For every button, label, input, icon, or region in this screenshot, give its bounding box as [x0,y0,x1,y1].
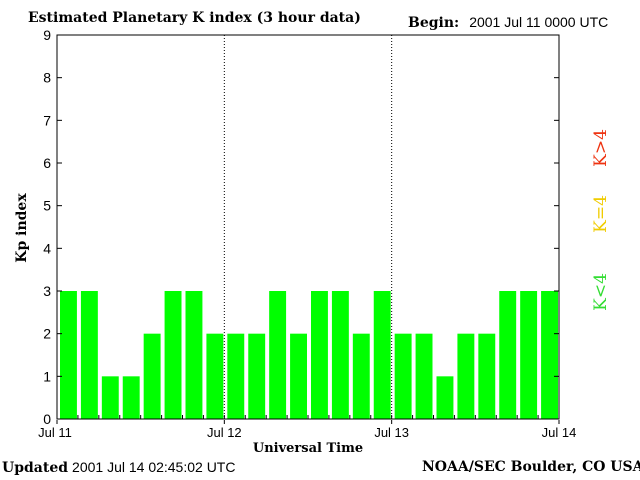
y-axis-label: Kp index [14,193,30,263]
kp-bar [436,376,454,419]
y-tick-label: 7 [43,112,51,128]
y-tick-label: 3 [43,283,51,299]
legend: K<4 K=4 K>4 [591,129,611,311]
kp-bar [520,291,538,419]
kp-bar [457,333,475,419]
kp-bar [478,333,496,419]
begin-value: 2001 Jul 11 0000 UTC [469,14,609,30]
kp-bar [311,291,328,419]
kp-bar [164,291,182,419]
begin-label: Begin: [408,15,460,31]
kp-bar [248,333,266,419]
kp-bar [394,333,412,419]
y-tick-label: 1 [43,368,51,384]
kp-bar [101,376,119,419]
kp-bar [373,291,391,419]
kp-bar [269,291,287,419]
ticks-layer [56,34,560,424]
y-tick-label: 4 [43,240,51,256]
footer-updated: Updated 2001 Jul 14 02:45:02 UTC [2,459,235,476]
bars-layer [60,291,558,419]
x-tick-labels: Jul 11 Jul 12 Jul 13 Jul 14 [38,425,576,440]
x-tick-label: Jul 13 [374,425,409,440]
kp-bar [227,333,245,419]
x-axis-label: Universal Time [253,441,363,456]
footer-updated-label: Updated [2,460,69,476]
chart-title: Estimated Planetary K index (3 hour data… [28,10,361,26]
y-tick-label: 8 [43,70,51,86]
kp-bar [290,333,307,419]
x-tick-label: Jul 12 [207,425,242,440]
footer-source: NOAA/SEC Boulder, CO USA [422,459,640,475]
y-tick-labels: 0 1 2 3 4 5 6 7 8 9 [43,27,51,427]
kp-bar [143,333,161,419]
legend-entry: K<4 [591,273,611,311]
y-tick-label: 9 [43,27,51,43]
y-tick-label: 5 [43,198,51,214]
y-tick-label: 6 [43,155,51,171]
day-dividers [223,35,393,419]
footer-updated-value: 2001 Jul 14 02:45:02 UTC [72,459,236,475]
x-tick-label: Jul 14 [542,425,577,440]
kp-bar [60,291,77,419]
kp-bar [206,333,224,419]
kp-bar [499,291,517,419]
legend-entry: K=4 [591,195,611,233]
kp-bar [185,291,203,419]
kp-bar [415,333,433,419]
kp-bar [122,376,140,419]
y-tick-label: 2 [43,326,51,342]
kp-bar [331,291,349,419]
begin-block: Begin: 2001 Jul 11 0000 UTC [408,14,608,31]
kp-bar [541,291,558,419]
y-tick-label: 0 [43,411,51,427]
legend-entry: K>4 [591,129,611,167]
x-tick-label: Jul 11 [38,425,72,440]
kp-bar [352,333,370,419]
kp-bar [80,291,98,419]
